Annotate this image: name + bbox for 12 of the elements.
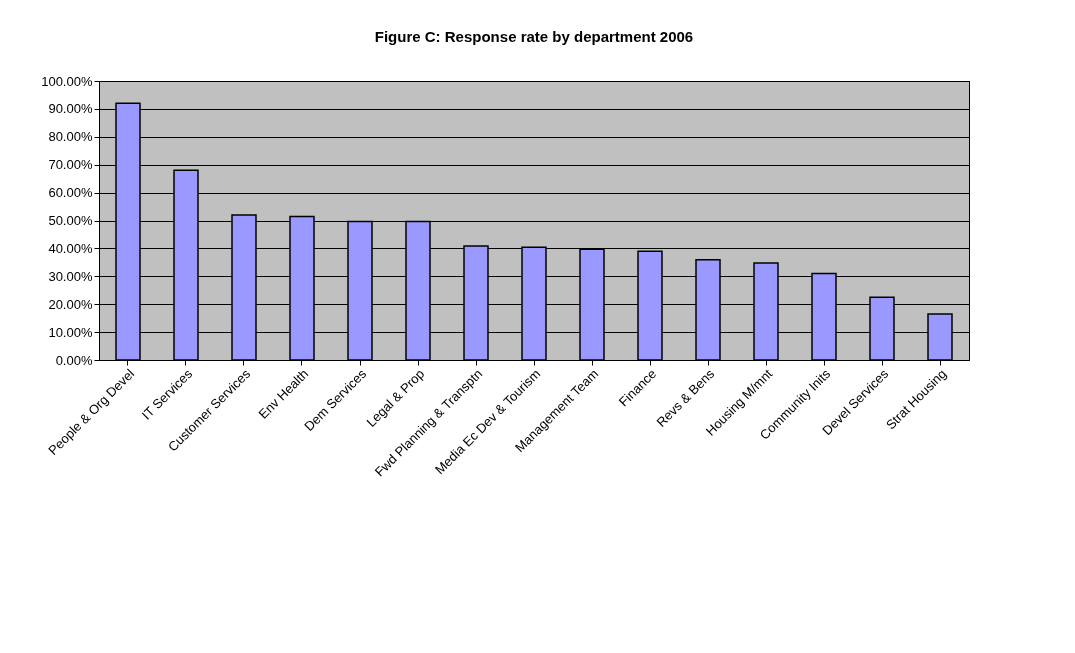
y-tick-label: 0.00% (55, 352, 93, 368)
y-tick-label: 20.00% (48, 296, 93, 312)
y-tick-label: 70.00% (48, 157, 93, 173)
y-tick-label: 50.00% (48, 213, 93, 228)
y-tick-label: 60.00% (48, 185, 93, 201)
y-tick-label: 10.00% (48, 324, 93, 340)
chart-title: Figure C: Response rate by department 2006 (374, 28, 694, 45)
y-tick-label: 90.00% (48, 101, 93, 117)
y-tick-label: 80.00% (48, 129, 93, 145)
y-tick-label: 30.00% (48, 268, 93, 284)
y-tick-label: 40.00% (48, 240, 93, 256)
y-tick-label: 100.00% (41, 73, 93, 89)
